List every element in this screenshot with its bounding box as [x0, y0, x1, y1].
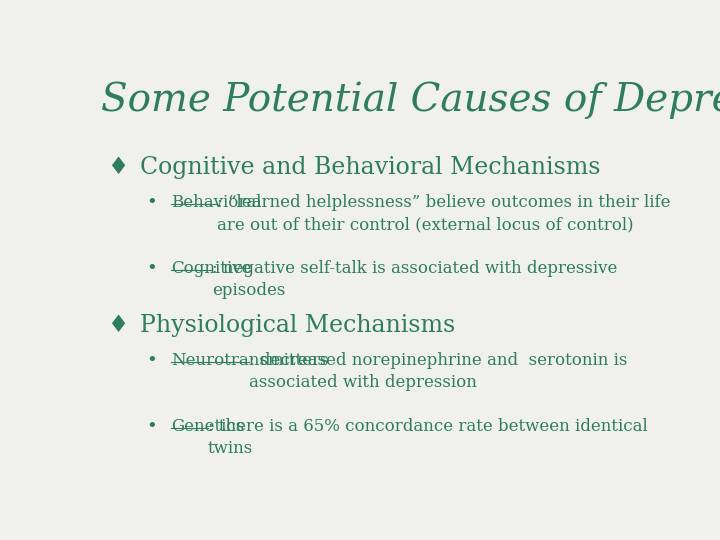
Text: Cognitive and Behavioral Mechanisms: Cognitive and Behavioral Mechanisms	[140, 156, 600, 179]
Text: Neurotransmitters: Neurotransmitters	[171, 352, 328, 369]
Text: ♦: ♦	[107, 314, 128, 338]
Text: : there is a 65% concordance rate between identical
twins: : there is a 65% concordance rate betwee…	[207, 418, 647, 457]
Text: •: •	[145, 194, 156, 212]
Text: Behavioral: Behavioral	[171, 194, 261, 211]
Text: •: •	[145, 260, 156, 278]
Text: •: •	[145, 418, 156, 436]
Text: Genetics: Genetics	[171, 418, 244, 435]
Text: •: •	[145, 352, 156, 370]
Text: Physiological Mechanisms: Physiological Mechanisms	[140, 314, 456, 338]
Text: : decreased norepinephrine and  serotonin is
associated with depression: : decreased norepinephrine and serotonin…	[248, 352, 627, 391]
Text: : “learned helplessness” believe outcomes in their life
are out of their control: : “learned helplessness” believe outcome…	[217, 194, 670, 233]
Text: ♦: ♦	[107, 156, 128, 179]
Text: Cognitive: Cognitive	[171, 260, 251, 277]
Text: Some Potential Causes of Depression: Some Potential Causes of Depression	[101, 82, 720, 119]
Text: : negative self-talk is associated with depressive
episodes: : negative self-talk is associated with …	[212, 260, 618, 299]
